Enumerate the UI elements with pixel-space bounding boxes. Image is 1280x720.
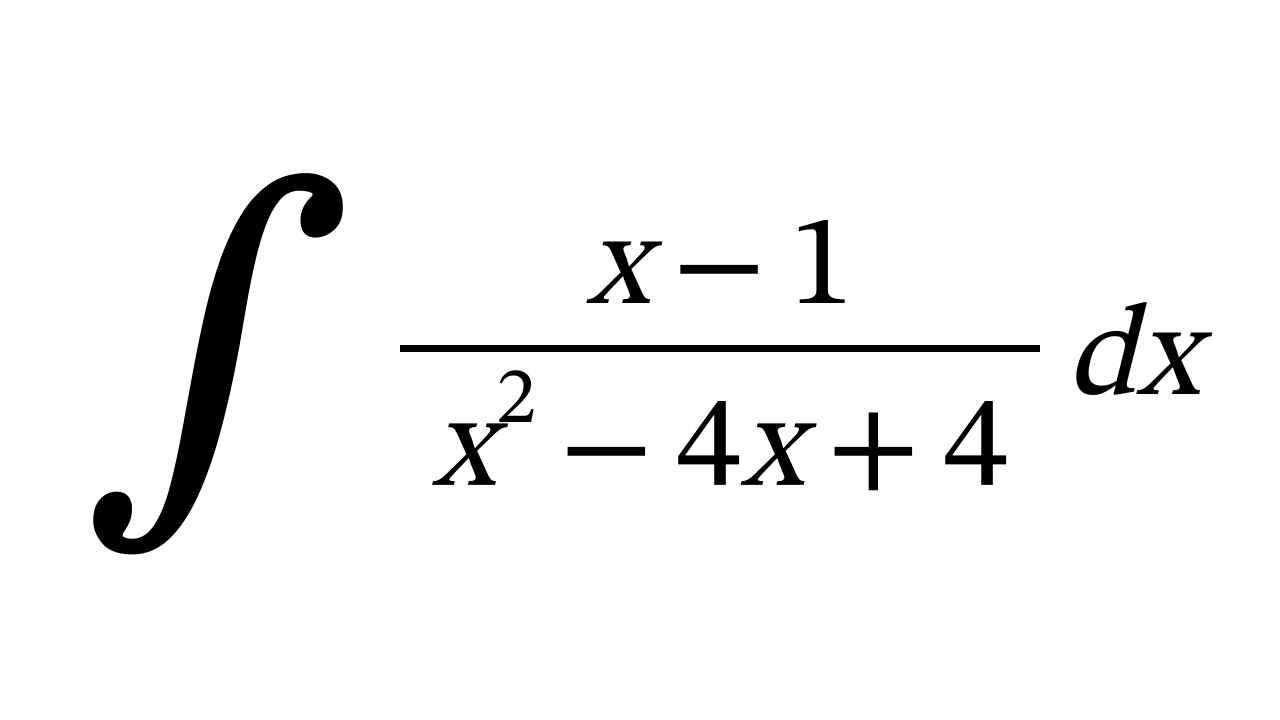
- denominator-term-4: 4: [944, 386, 1008, 516]
- integral-expression: ∫ x−1 x2−4x+4 dx: [81, 160, 1199, 560]
- denominator-plus: +: [803, 386, 943, 516]
- denominator-4x-var: x: [741, 386, 803, 516]
- numerator-term-1: 1: [789, 204, 853, 334]
- numerator-minus: −: [649, 204, 789, 334]
- denominator-minus: −: [536, 386, 676, 516]
- integral-sign: ∫: [81, 160, 355, 560]
- denominator-x-squared-exp: 2: [496, 362, 536, 442]
- denominator-x-squared-base: x: [432, 386, 494, 516]
- denominator-4x-coef: 4: [677, 386, 741, 516]
- denominator: x2−4x+4: [400, 352, 1041, 527]
- fraction-bar: [400, 345, 1041, 352]
- differential-dx: dx: [1066, 295, 1198, 425]
- numerator: x−1: [554, 194, 886, 345]
- numerator-term-x: x: [587, 204, 649, 334]
- fraction: x−1 x2−4x+4: [400, 194, 1041, 526]
